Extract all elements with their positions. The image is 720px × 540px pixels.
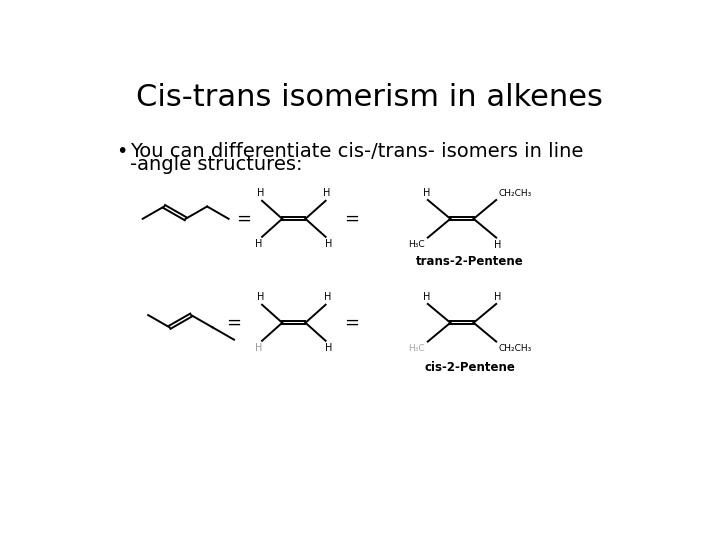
Text: CH₂CH₃: CH₂CH₃ xyxy=(498,344,532,353)
Text: -angle structures:: -angle structures: xyxy=(130,156,303,174)
Text: H₃C: H₃C xyxy=(408,344,425,353)
Text: =: = xyxy=(236,210,251,228)
Text: H: H xyxy=(256,239,263,249)
Text: H: H xyxy=(423,292,430,302)
Text: H: H xyxy=(494,292,501,302)
Text: =: = xyxy=(226,314,241,332)
Text: H: H xyxy=(325,239,333,249)
Text: H: H xyxy=(257,292,264,302)
Text: H: H xyxy=(494,240,501,250)
Text: •: • xyxy=(117,141,127,160)
Text: H: H xyxy=(257,188,264,199)
Text: H: H xyxy=(325,343,333,353)
Text: H: H xyxy=(423,188,430,198)
Text: =: = xyxy=(344,210,359,228)
Text: H: H xyxy=(256,343,263,353)
Text: Cis-trans isomerism in alkenes: Cis-trans isomerism in alkenes xyxy=(135,83,603,112)
Text: H: H xyxy=(323,188,331,199)
Text: trans-2-Pentene: trans-2-Pentene xyxy=(416,255,523,268)
Text: CH₂CH₃: CH₂CH₃ xyxy=(498,188,532,198)
Text: You can differentiate cis-/trans- isomers in line: You can differentiate cis-/trans- isomer… xyxy=(130,141,584,160)
Text: cis-2-Pentene: cis-2-Pentene xyxy=(424,361,516,374)
Text: =: = xyxy=(344,314,359,332)
Text: H₃C: H₃C xyxy=(408,240,425,249)
Text: H: H xyxy=(324,292,332,302)
